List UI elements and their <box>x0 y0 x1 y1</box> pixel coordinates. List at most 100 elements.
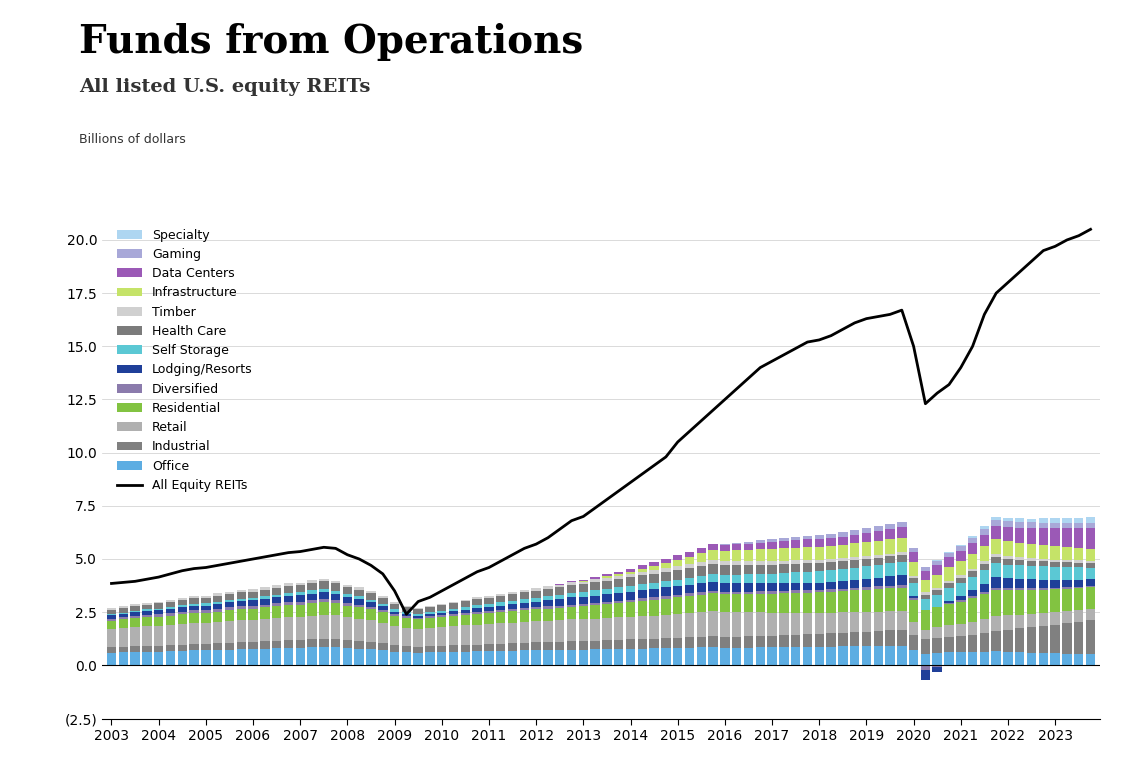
Bar <box>862 612 871 632</box>
Bar <box>886 524 895 530</box>
Bar <box>956 551 965 561</box>
Bar <box>189 596 198 598</box>
Bar <box>1074 548 1083 561</box>
Bar <box>803 572 812 583</box>
Bar <box>1004 558 1013 565</box>
Bar <box>437 646 447 652</box>
Bar <box>237 598 246 601</box>
Bar <box>908 576 919 578</box>
Bar <box>661 598 670 615</box>
Bar <box>437 615 447 617</box>
Bar <box>1015 629 1024 652</box>
Bar <box>213 644 222 650</box>
Bar <box>248 608 257 620</box>
Bar <box>602 578 611 581</box>
Bar <box>213 601 222 604</box>
Bar <box>849 612 860 632</box>
Bar <box>1086 528 1095 549</box>
Bar <box>873 558 883 565</box>
Bar <box>685 568 694 578</box>
Bar <box>1004 629 1013 651</box>
Bar <box>1004 527 1013 541</box>
Bar <box>225 621 235 643</box>
Bar <box>886 588 895 612</box>
Bar <box>355 619 364 641</box>
Bar <box>484 624 493 644</box>
Bar <box>225 610 235 621</box>
Bar <box>768 594 777 612</box>
Bar <box>484 644 493 651</box>
All Equity REITs <box>600 494 613 504</box>
Bar <box>873 646 883 665</box>
Bar <box>626 617 635 640</box>
Bar <box>248 601 257 606</box>
Bar <box>945 637 954 652</box>
Bar <box>1039 613 1048 626</box>
Bar <box>567 641 576 650</box>
Bar <box>178 612 187 615</box>
Bar <box>319 599 329 602</box>
Bar <box>908 578 919 583</box>
Bar <box>119 612 128 614</box>
Bar <box>991 520 1001 526</box>
Bar <box>378 651 388 665</box>
Bar <box>390 615 399 626</box>
Bar <box>543 596 552 601</box>
Bar <box>685 613 694 637</box>
Bar <box>142 626 152 646</box>
Bar <box>1050 612 1060 625</box>
Bar <box>672 570 683 580</box>
Bar <box>378 610 388 612</box>
Bar <box>555 641 565 650</box>
Bar <box>886 530 895 539</box>
Bar <box>543 589 552 596</box>
Bar <box>790 572 801 583</box>
Bar <box>532 651 541 665</box>
Bar <box>980 592 989 594</box>
Bar <box>130 611 139 612</box>
Bar <box>307 583 316 590</box>
Bar <box>602 594 611 601</box>
Bar <box>331 639 340 647</box>
Bar <box>779 591 788 594</box>
Bar <box>213 622 222 644</box>
Bar <box>449 626 458 645</box>
Bar <box>814 560 824 563</box>
Bar <box>1015 528 1024 543</box>
Bar <box>637 572 648 576</box>
Bar <box>414 629 423 647</box>
Bar <box>1086 549 1095 561</box>
Bar <box>555 608 565 620</box>
Bar <box>790 583 801 590</box>
Bar <box>1074 523 1083 528</box>
Bar <box>967 598 978 622</box>
Bar <box>945 553 954 558</box>
Bar <box>696 562 706 565</box>
Bar <box>897 588 906 611</box>
Bar <box>107 608 116 610</box>
Bar <box>731 592 742 594</box>
Bar <box>685 578 694 584</box>
Bar <box>921 611 930 629</box>
Bar <box>331 603 340 615</box>
Bar <box>591 596 600 603</box>
Bar <box>991 588 1001 590</box>
Bar <box>602 601 611 604</box>
Bar <box>768 565 777 574</box>
Bar <box>189 623 198 644</box>
Bar <box>1074 528 1083 548</box>
Bar <box>272 648 281 665</box>
Bar <box>790 540 801 547</box>
Bar <box>555 605 565 608</box>
Bar <box>484 607 493 611</box>
Bar <box>849 544 860 557</box>
Bar <box>355 649 364 665</box>
Bar <box>650 600 659 615</box>
Bar <box>284 596 294 602</box>
Bar <box>1004 565 1013 579</box>
Bar <box>213 594 222 596</box>
Bar <box>1050 562 1060 567</box>
Bar <box>862 542 871 556</box>
Bar <box>342 618 353 640</box>
Bar <box>827 612 836 633</box>
